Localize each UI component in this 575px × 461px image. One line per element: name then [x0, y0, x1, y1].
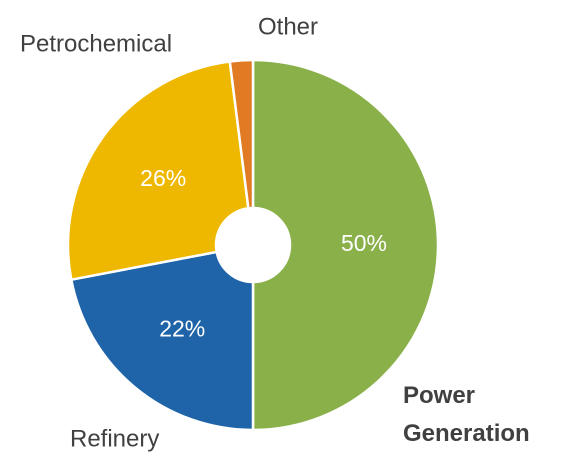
data-label: 26%	[140, 165, 186, 191]
data-label: 22%	[159, 316, 205, 342]
slice	[69, 250, 255, 432]
category-label: Petrochemical	[20, 30, 172, 57]
category-label: Other	[258, 13, 318, 40]
label-line: Power	[403, 382, 482, 409]
slice	[66, 60, 250, 282]
data-label: 50%	[341, 230, 387, 256]
label-line: Generation	[403, 420, 530, 447]
category-label: Power Generation	[403, 382, 530, 447]
category-label: Refinery	[70, 425, 159, 452]
slice	[228, 58, 255, 210]
slice	[251, 58, 440, 432]
